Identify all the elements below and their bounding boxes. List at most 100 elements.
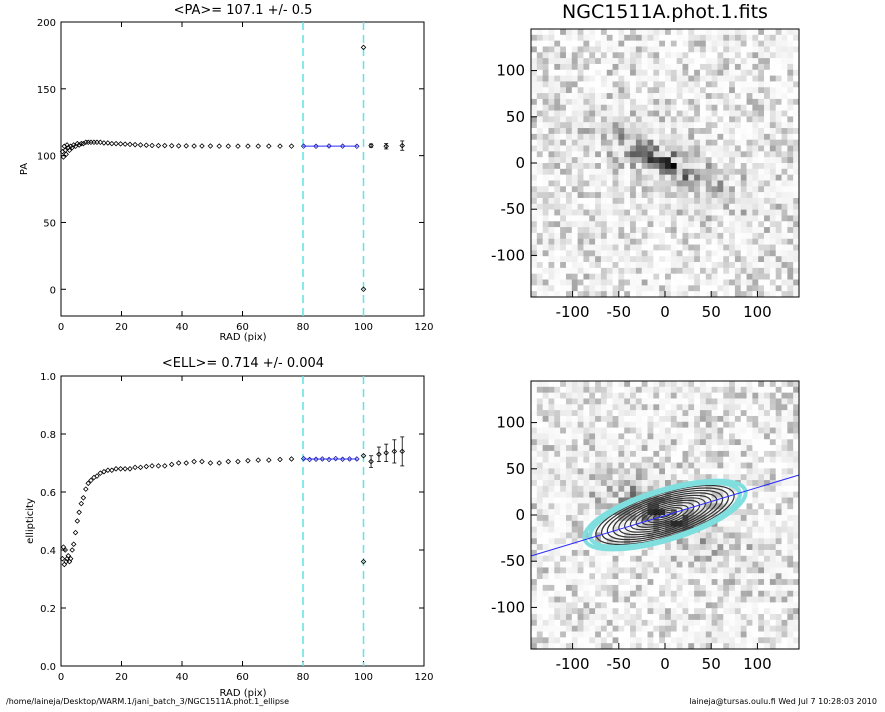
image-pixel [781, 637, 788, 644]
image-pixel [641, 445, 648, 452]
image-pixel [606, 631, 613, 638]
image-pixel [600, 232, 608, 240]
image-pixel [729, 515, 736, 522]
image-pixel [694, 232, 701, 240]
image-pixel [635, 93, 642, 100]
image-pixel [577, 244, 584, 251]
image-pixel [536, 46, 543, 53]
image-pixel [589, 104, 596, 111]
image-pixel [612, 34, 619, 41]
image-pixel [536, 445, 543, 452]
ell-data-point [300, 455, 307, 462]
image-pixel [717, 273, 724, 280]
image-pixel [630, 279, 637, 286]
image-pixel [793, 590, 800, 597]
image-pixel [775, 186, 782, 193]
image-bottom-x-tick-label: -100 [556, 655, 590, 673]
image-pixel [752, 398, 759, 405]
image-pixel [647, 439, 654, 446]
image-pixel [624, 608, 631, 615]
image-pixel [618, 433, 625, 440]
image-pixel [560, 614, 567, 621]
image-pixel [752, 93, 759, 100]
image-pixel [740, 69, 747, 76]
image-pixel [711, 180, 718, 187]
image-pixel [635, 145, 642, 152]
image-pixel [688, 445, 695, 452]
image-pixel [699, 46, 707, 53]
image-pixel [542, 625, 549, 632]
image-pixel [711, 267, 718, 274]
image-pixel [560, 203, 567, 210]
image-pixel [659, 58, 666, 65]
image-pixel [571, 267, 578, 274]
image-pixel [781, 186, 788, 193]
image-pixel [793, 192, 800, 199]
image-pixel [764, 503, 771, 510]
image-pixel [659, 625, 666, 632]
image-pixel [612, 590, 619, 597]
image-pixel [560, 480, 567, 487]
image-pixel [787, 98, 794, 106]
image-pixel [606, 579, 613, 586]
image-pixel [606, 69, 613, 76]
image-pixel [606, 29, 613, 36]
image-pixel [536, 561, 543, 568]
image-pixel [595, 262, 602, 269]
image-pixel [589, 116, 596, 123]
ell-data-point [225, 458, 232, 465]
image-pixel [635, 244, 642, 251]
image-pixel [775, 439, 782, 446]
image-pixel [769, 34, 776, 41]
image-pixel [635, 491, 642, 498]
image-pixel [740, 87, 747, 94]
image-top-x-tick-label: -50 [607, 303, 632, 321]
image-pixel [699, 29, 707, 36]
image-pixel [595, 180, 602, 187]
image-pixel [723, 526, 730, 533]
image-pixel [740, 468, 747, 475]
image-pixel [740, 29, 747, 36]
image-pixel [612, 122, 619, 129]
image-pixel [536, 52, 543, 59]
image-pixel [548, 151, 555, 158]
image-pixel [554, 29, 561, 36]
image-pixel [769, 180, 776, 187]
image-pixel [699, 197, 707, 205]
image-pixel [630, 232, 637, 240]
image-pixel [554, 81, 561, 88]
image-pixel [624, 404, 631, 411]
image-pixel [542, 139, 549, 146]
image-pixel [565, 637, 573, 644]
image-pixel [560, 232, 567, 240]
image-pixel [595, 462, 602, 469]
image-pixel [781, 110, 788, 117]
ell-data-point [175, 460, 182, 466]
image-pixel [787, 291, 794, 298]
ell-x-tick-label: 0 [58, 672, 64, 683]
image-pixel [630, 256, 637, 263]
image-pixel [542, 515, 549, 522]
image-pixel [769, 410, 776, 417]
image-pixel [793, 110, 800, 117]
image-pixel [595, 221, 602, 228]
image-pixel [542, 421, 549, 428]
image-pixel [711, 532, 718, 539]
image-pixel [624, 509, 631, 516]
image-pixel [793, 584, 800, 592]
image-pixel [781, 590, 788, 597]
image-pixel [758, 532, 765, 539]
image-pixel [635, 139, 642, 146]
image-pixel [630, 532, 637, 539]
image-pixel [647, 58, 654, 65]
image-pixel [531, 503, 538, 510]
image-pixel [536, 29, 543, 36]
image-pixel [694, 180, 701, 187]
image-pixel [746, 238, 753, 245]
image-pixel [769, 122, 776, 129]
image-pixel [781, 215, 788, 222]
image-pixel [676, 398, 683, 405]
image-pixel [583, 232, 590, 240]
image-pixel [565, 34, 573, 41]
image-pixel [554, 192, 561, 199]
